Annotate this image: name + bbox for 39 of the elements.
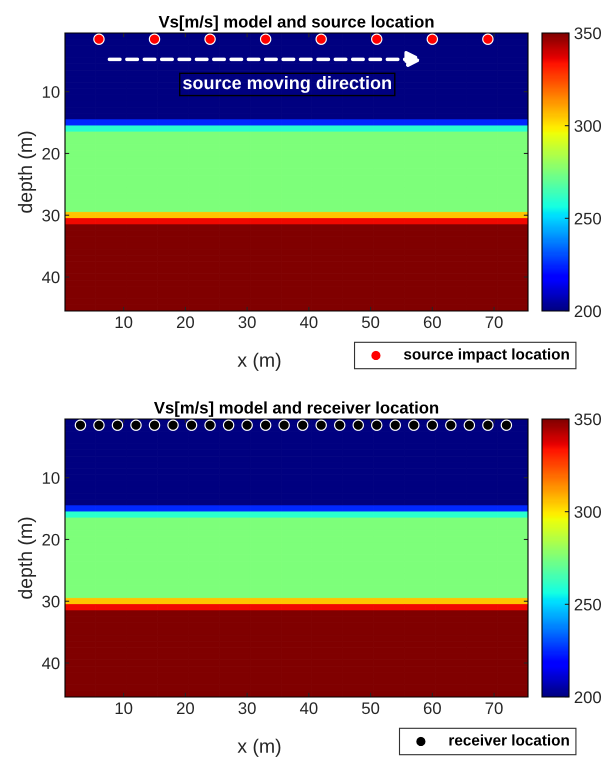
x-axis-title: x (m) xyxy=(238,352,280,371)
y-axis-title: depth (m) xyxy=(18,518,36,599)
x-tick-label: 70 xyxy=(486,316,503,328)
x-tick-label: 60 xyxy=(424,316,441,328)
color-bar-label: 200 xyxy=(574,691,602,704)
y-tick-label: 10 xyxy=(42,86,60,98)
y-tick-label: 30 xyxy=(42,596,60,608)
y-tick-label: 30 xyxy=(42,210,60,222)
x-tick-label: 50 xyxy=(362,702,380,714)
y-tick-label: 20 xyxy=(42,148,60,160)
color-bar-label: 350 xyxy=(574,413,602,426)
y-axis-title: depth (m) xyxy=(18,132,36,213)
y-tick-label: 20 xyxy=(42,534,60,546)
x-tick-label: 40 xyxy=(300,702,318,714)
x-tick-label: 30 xyxy=(238,316,256,328)
x-tick-label: 40 xyxy=(300,316,318,328)
annotation: source moving direction xyxy=(183,76,391,93)
color-bar-label: 200 xyxy=(574,305,602,318)
x-tick-label: 70 xyxy=(486,702,503,714)
color-bar-label: 300 xyxy=(574,506,602,518)
y-tick-label: 10 xyxy=(42,472,60,484)
legend-label: source impact location xyxy=(404,348,569,363)
x-tick-label: 30 xyxy=(238,702,256,714)
x-axis-title: x (m) xyxy=(238,738,280,757)
y-tick-label: 40 xyxy=(42,657,60,670)
color-bar-label: 250 xyxy=(574,212,602,225)
x-tick-label: 50 xyxy=(362,316,380,328)
x-tick-label: 20 xyxy=(176,316,194,328)
color-bar-label: 250 xyxy=(574,598,602,611)
x-tick-label: 20 xyxy=(176,702,194,714)
chart-title: Vs[m/s] model and source location xyxy=(158,15,434,31)
color-bar-label: 300 xyxy=(574,120,602,132)
x-tick-label: 10 xyxy=(116,702,132,714)
x-tick-label: 10 xyxy=(116,316,132,328)
y-tick-label: 40 xyxy=(42,271,60,284)
color-bar-label: 350 xyxy=(574,27,602,40)
chart-title: Vs[m/s] model and receiver location xyxy=(154,401,438,417)
legend-label: receiver location xyxy=(449,734,569,746)
x-tick-label: 60 xyxy=(424,702,441,714)
